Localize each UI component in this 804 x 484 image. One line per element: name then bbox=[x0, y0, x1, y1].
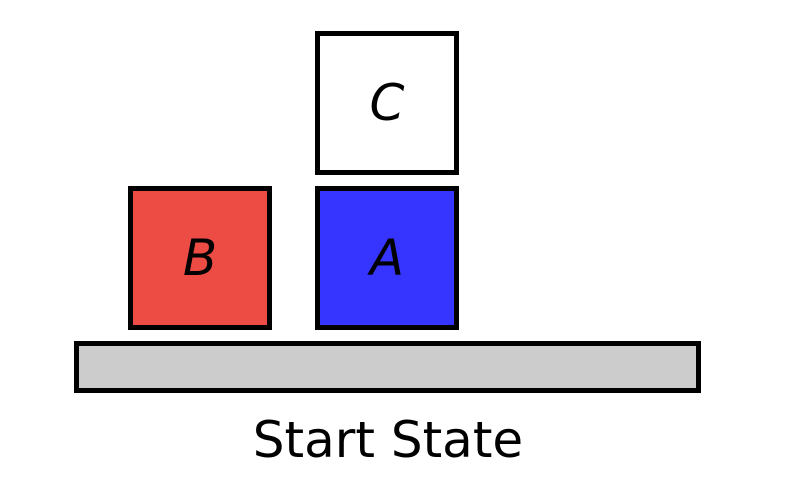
block-b-label: B bbox=[182, 229, 218, 287]
state-caption: Start State bbox=[252, 411, 524, 469]
block-a: A bbox=[315, 186, 459, 330]
block-c-label: C bbox=[369, 74, 405, 132]
block-b: B bbox=[128, 186, 272, 330]
table-surface bbox=[74, 341, 701, 393]
block-c: C bbox=[315, 31, 459, 175]
block-a-label: A bbox=[369, 229, 405, 287]
